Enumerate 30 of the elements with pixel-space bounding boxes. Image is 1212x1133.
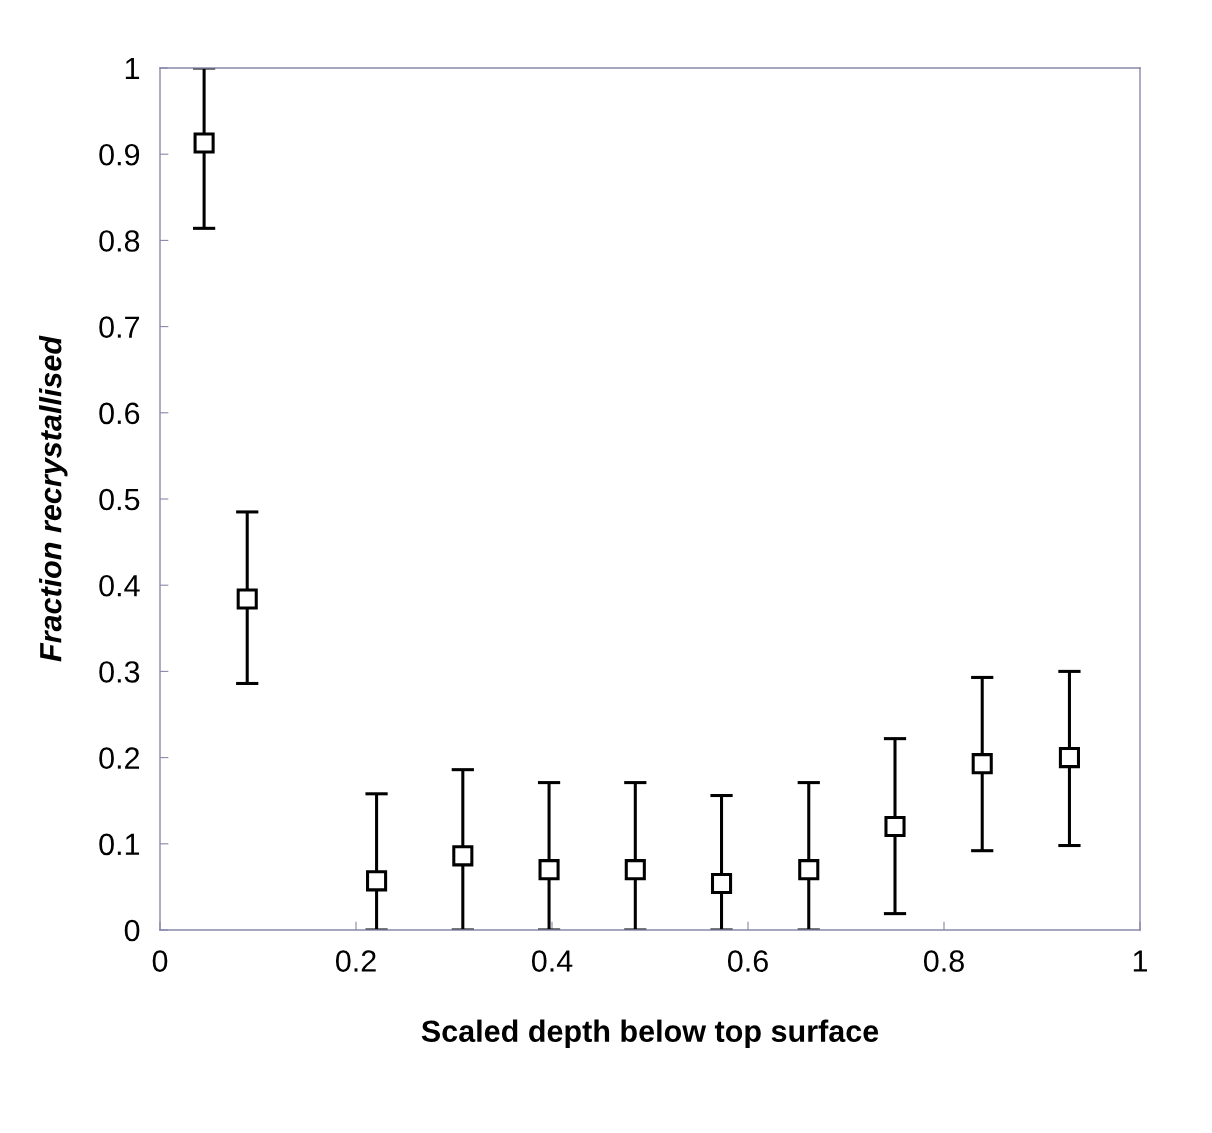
x-tick-label: 0.8 (923, 950, 964, 972)
x-tick-label: 0.6 (727, 950, 768, 972)
y-tick-label: 0.6 (99, 402, 140, 425)
point (538, 859, 560, 881)
y-axis-title: Fraction recrystallised (39, 335, 68, 662)
y-tick-label: 0.5 (99, 488, 140, 511)
point (236, 588, 258, 610)
x-tick-label: 1 (1133, 950, 1148, 972)
y-tick-label: 0 (124, 919, 140, 942)
y-tick-label: 0.4 (99, 574, 140, 597)
y-tick-label: 1 (125, 58, 140, 80)
point (624, 859, 646, 881)
point (452, 845, 474, 867)
point (710, 872, 733, 895)
y-tick-label: 0.1 (99, 833, 140, 856)
point (884, 816, 906, 838)
y-tick-label: 0.3 (99, 661, 140, 683)
y-tick-label: 0.8 (99, 230, 140, 252)
y-tick-label: 0.7 (99, 316, 140, 338)
x-tick-label: 0.2 (335, 950, 376, 972)
point (193, 132, 215, 154)
point (798, 859, 820, 881)
x-tick-label: 0.4 (531, 950, 573, 972)
point (366, 870, 388, 892)
x-axis-title: Scaled depth below top surface (421, 1019, 879, 1049)
y-tick-label: 0.2 (99, 747, 140, 769)
y-tick-label: 0.9 (99, 143, 140, 166)
x-tick-label: 0 (152, 950, 168, 972)
point (1058, 747, 1080, 769)
point (971, 753, 993, 775)
